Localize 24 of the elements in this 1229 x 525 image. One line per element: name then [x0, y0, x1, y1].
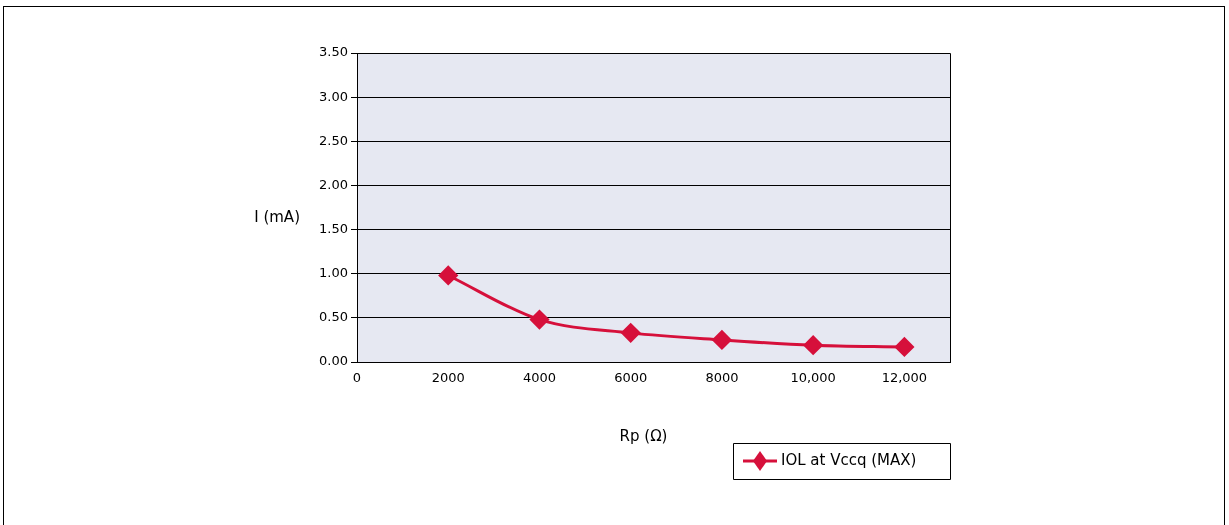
- y-tick-label: 3.50: [319, 44, 348, 60]
- x-tick-label: 10,000: [790, 370, 836, 386]
- x-axis-title: Rp (Ω): [619, 426, 668, 445]
- x-tick-label: 6000: [614, 370, 648, 386]
- x-tick-label: 0: [352, 370, 362, 386]
- y-axis-title: I (mA): [254, 207, 300, 226]
- point: [529, 310, 549, 330]
- y-tick-label: 0.50: [319, 309, 348, 325]
- point: [712, 330, 732, 350]
- y-tick-label: 3.00: [319, 88, 348, 104]
- y-tick-label: 2.00: [319, 176, 348, 192]
- y-tick-label: 2.50: [319, 132, 348, 148]
- x-tick-label: 12,000: [881, 370, 928, 386]
- y-tick-label: 1.50: [319, 220, 348, 236]
- point: [894, 337, 914, 357]
- y-tick-label: 1.00: [319, 265, 348, 281]
- legend-label: IOL at Vccq (MAX): [781, 450, 917, 469]
- x-tick-label: 2000: [431, 370, 465, 386]
- x-tick-label: 8000: [705, 370, 739, 386]
- y-tick-label: 0.00: [319, 353, 348, 369]
- x-tick-label: 4000: [522, 370, 557, 386]
- point: [621, 323, 641, 343]
- point: [438, 265, 458, 285]
- point: [803, 335, 823, 355]
